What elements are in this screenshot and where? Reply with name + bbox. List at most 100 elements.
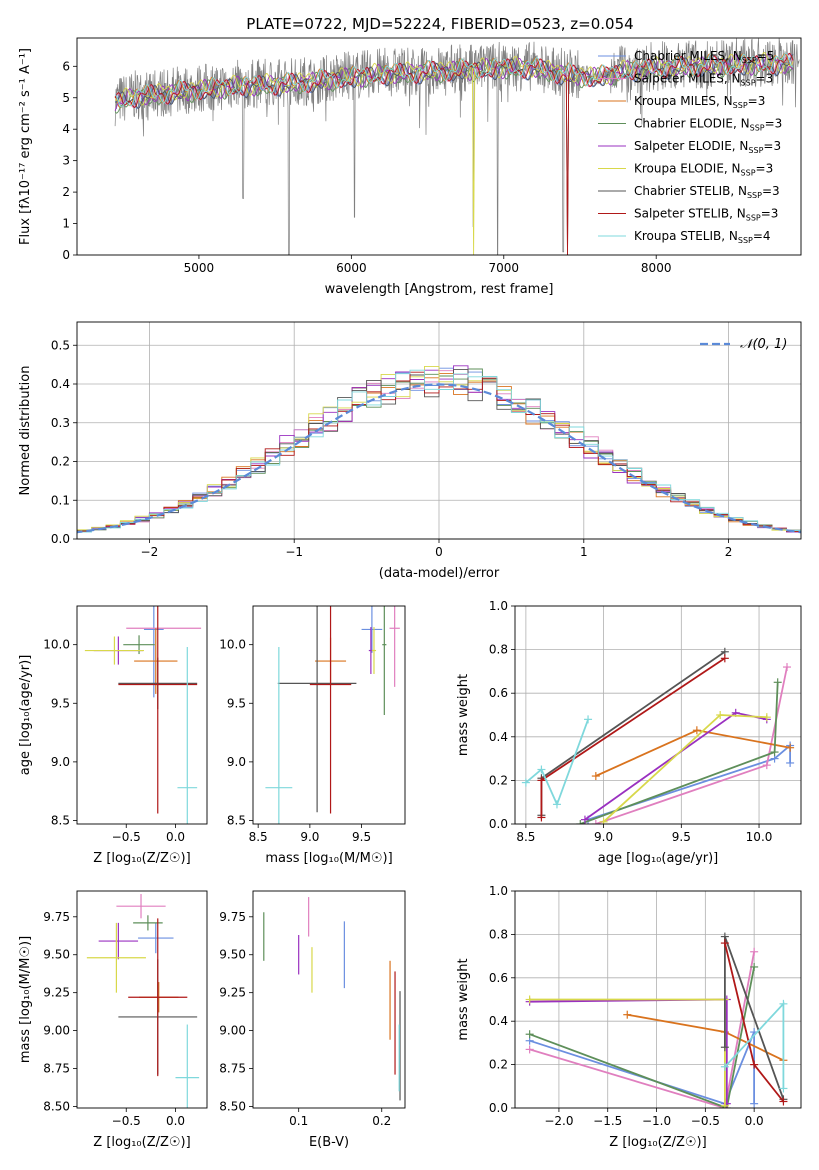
y-tick-label: 1.0 xyxy=(489,884,508,898)
weight-point xyxy=(521,778,530,787)
x-tick-label: 8.5 xyxy=(249,830,268,844)
weight-point xyxy=(779,1084,788,1093)
weight-point xyxy=(750,962,759,971)
y-tick-label: 9.25 xyxy=(219,986,246,1000)
legend-entry: Chabrier STELIB, NSSP=3 xyxy=(634,184,780,200)
spectrum-model-line xyxy=(114,52,794,108)
mass_weight_vs_Z-panel: −2.0 −1.5 −1.0 −0.5 0.0 0.0 0.2 0.4 0.6 0.8 1.0 Z [… xyxy=(456,884,802,1150)
age_vs_mass-plot-area xyxy=(265,606,400,824)
histogram-series xyxy=(77,369,801,535)
y-tick-label: 1 xyxy=(62,217,70,231)
mass_weight_vs_age-xlabel: age [log₁₀(age/yr)] xyxy=(598,851,719,866)
legend-nssp: =4 xyxy=(753,229,771,243)
mass_weight_vs_Z-axes: −2.0 −1.5 −1.0 −0.5 0.0 0.0 0.2 0.4 0.6 0.8 1.0 Z [… xyxy=(456,884,802,1150)
x-tick-label: 0.0 xyxy=(745,1114,764,1128)
y-tick-label: 6 xyxy=(62,59,70,73)
weight-point xyxy=(720,1043,729,1052)
mass_vs_Z-frame xyxy=(76,890,208,1109)
mass_weight_vs_Z-ylabel: mass weight xyxy=(456,958,471,1040)
legend-entry: Chabrier ELODIE, NSSP=3 xyxy=(634,117,782,133)
weight-point xyxy=(537,776,546,785)
mass_weight_vs_Z-plot-area xyxy=(525,932,788,1108)
weight-point xyxy=(716,711,725,719)
residuals-ylabel: Normed distribution xyxy=(18,366,33,496)
x-tick-label: 8.5 xyxy=(516,830,535,844)
age_vs_Z-panel: −0.5 0.0 8.5 9.0 9.5 10.0 Z [log₁₀(Z/Z☉)] age [… xyxy=(18,605,208,866)
residuals-axes: −2 −1 0 1 2 0.0 0.1 0.2 0.3 0.4 0.5 (data-model)/er… xyxy=(18,321,802,581)
y-tick-label: 9.00 xyxy=(219,1024,246,1038)
age_vs_mass-frame xyxy=(252,605,406,825)
x-tick-label: 9.5 xyxy=(672,830,691,844)
y-tick-label: 2 xyxy=(62,185,70,199)
y-tick-label: 9.75 xyxy=(219,910,246,924)
y-tick-label: 0.8 xyxy=(489,643,508,657)
weight-point xyxy=(779,1097,788,1106)
y-tick-label: 0.6 xyxy=(489,971,508,985)
weight-point xyxy=(750,1099,759,1108)
age_vs_Z-axes: −0.5 0.0 8.5 9.0 9.5 10.0 Z [log₁₀(Z/Z☉)] age [… xyxy=(18,605,208,866)
mass_weight_vs_age-ylabel: mass weight xyxy=(456,674,471,756)
y-tick-label: 0.8 xyxy=(489,927,508,941)
legend-entry: Kroupa ELODIE, NSSP=3 xyxy=(634,162,773,178)
x-tick-label: 0.2 xyxy=(372,1114,391,1128)
legend-entry: Kroupa STELIB, NSSP=4 xyxy=(634,229,771,245)
legend-subscript: SSP xyxy=(742,56,757,65)
weight-point xyxy=(750,1060,759,1069)
gaussian-curve xyxy=(77,383,801,534)
mass_weight_vs_age-axes: 8.5 9.0 9.5 10.0 0.0 0.2 0.4 0.6 0.8 1.0 age [log₁… xyxy=(456,599,802,866)
legend-entry: Salpeter MILES, NSSP=3 xyxy=(634,72,773,88)
weight-point xyxy=(770,748,779,757)
y-tick-label: 9.50 xyxy=(43,948,70,962)
residuals-panel: −2 −1 0 1 2 0.0 0.1 0.2 0.3 0.4 0.5 (data-model)/er… xyxy=(18,321,802,581)
legend-subscript: SSP xyxy=(738,236,753,245)
legend-nssp: =3 xyxy=(756,72,774,86)
age_vs_mass-axes: 8.5 9.0 9.5 8.5 9.0 9.5 10.0 mass [log₁₀(M/M☉)] xyxy=(219,605,406,866)
y-tick-label: 0.2 xyxy=(51,455,70,469)
residuals-legend: 𝒩(0, 1) xyxy=(700,337,787,352)
mass_vs_Z-ylabel: mass [log₁₀(M/M☉)] xyxy=(18,936,33,1063)
y-tick-label: 0.0 xyxy=(489,1101,508,1115)
mass_weight_vs_age-panel: 8.5 9.0 9.5 10.0 0.0 0.2 0.4 0.6 0.8 1.0 age [log₁… xyxy=(456,599,802,866)
weight-point xyxy=(720,1101,729,1108)
weight-point xyxy=(591,772,600,781)
y-tick-label: 9.25 xyxy=(43,986,70,1000)
spectrum-legend: Chabrier MILES, NSSP=5 Salpeter MILES, NS… xyxy=(598,49,782,245)
y-tick-label: 8.5 xyxy=(51,813,70,827)
spectrum-model-line xyxy=(114,53,794,110)
legend-subscript: SSP xyxy=(748,146,763,155)
y-tick-label: 0.3 xyxy=(51,416,70,430)
y-tick-label: 9.0 xyxy=(51,755,70,769)
x-tick-label: 1 xyxy=(580,545,588,559)
mass_vs_EBV-frame xyxy=(252,890,406,1109)
weight-point xyxy=(720,1062,729,1071)
x-tick-label: 8000 xyxy=(641,261,672,275)
x-tick-label: 10.0 xyxy=(746,830,773,844)
y-tick-label: 8.50 xyxy=(219,1099,246,1113)
x-tick-label: 9.5 xyxy=(352,830,371,844)
x-tick-label: −0.5 xyxy=(112,1114,141,1128)
x-tick-label: −2 xyxy=(141,545,159,559)
legend-entry: Kroupa MILES, NSSP=3 xyxy=(634,94,765,110)
age_vs_mass-xlabel: mass [log₁₀(M/M☉)] xyxy=(265,851,392,866)
legend-entry: 𝒩(0, 1) xyxy=(740,337,787,352)
y-tick-label: 9.00 xyxy=(43,1024,70,1038)
legend-entry: Chabrier MILES, NSSP=5 xyxy=(634,49,774,65)
legend-nssp: =3 xyxy=(756,162,774,176)
legend-nssp: =3 xyxy=(765,117,783,131)
legend-subscript: SSP xyxy=(747,191,762,200)
weight-point xyxy=(762,761,771,770)
mass_weight_vs_Z-xlabel: Z [log₁₀(Z/Z☉)] xyxy=(609,1135,706,1150)
weight-point xyxy=(525,1045,534,1054)
spectrum-plot-area xyxy=(114,38,800,255)
age_vs_Z-frame xyxy=(76,605,208,825)
spectrum-ylabel: Flux [fλ10⁻¹⁷ erg cm⁻² s⁻¹ A⁻¹] xyxy=(18,48,33,245)
figure-title: PLATE=0722, MJD=52224, FIBERID=0523, z=0… xyxy=(246,15,633,33)
mass_vs_EBV-plot-area xyxy=(263,897,401,1101)
y-tick-label: 5 xyxy=(62,91,70,105)
weight-point xyxy=(720,654,729,663)
x-tick-label: 0.0 xyxy=(166,830,185,844)
age_vs_Z-plot-area xyxy=(84,606,202,824)
legend-entry: Salpeter STELIB, NSSP=3 xyxy=(634,207,778,223)
x-tick-label: −0.5 xyxy=(691,1114,720,1128)
